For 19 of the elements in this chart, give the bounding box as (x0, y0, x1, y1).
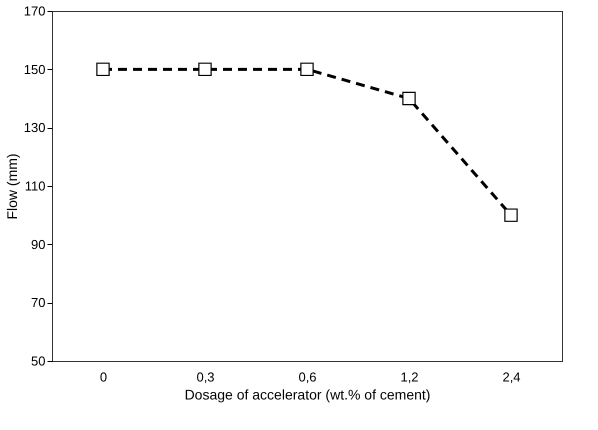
x-tick-label: 0,6 (298, 370, 317, 384)
y-axis-title: Flow (mm) (4, 153, 20, 220)
y-tick-label: 130 (24, 120, 46, 136)
x-tick-label: 0,3 (196, 370, 215, 384)
y-tick-label: 70 (31, 295, 46, 310)
point (96, 62, 110, 76)
x-axis-title: Dosage of accelerator (wt.% of cement) (184, 386, 430, 402)
point (402, 92, 416, 106)
point (504, 208, 518, 222)
point (300, 62, 314, 76)
x-tick-label: 2,4 (502, 370, 521, 384)
x-tick-label: 1,2 (400, 370, 419, 384)
x-tick-label: 0 (100, 370, 108, 384)
y-tick-label: 90 (31, 236, 46, 252)
y-tick-label: 150 (24, 62, 46, 77)
y-tick-label: 50 (31, 354, 46, 368)
point (198, 62, 212, 76)
y-tick-label: 110 (24, 178, 46, 194)
y-tick-label: 170 (24, 4, 46, 18)
